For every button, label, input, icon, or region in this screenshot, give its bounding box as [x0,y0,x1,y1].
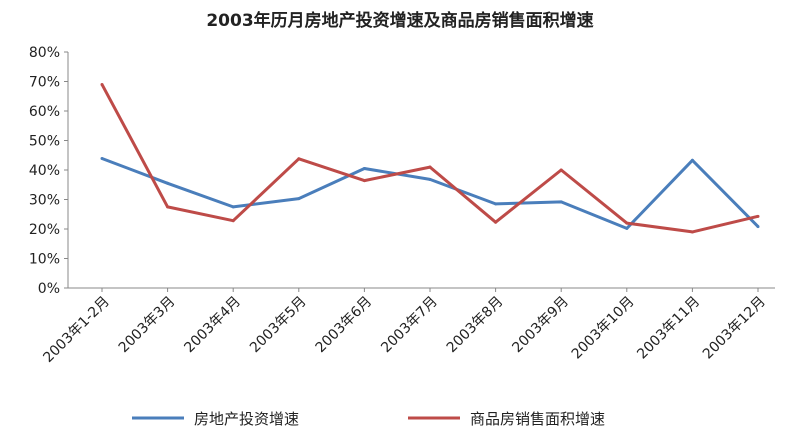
series-2-point [625,221,629,225]
x-tick-label: 2003年7月 [378,294,441,357]
series-1-point [231,205,235,209]
y-tick-label: 30% [29,193,60,209]
y-tick-label: 40% [29,163,60,179]
y-tick-label: 20% [29,222,60,238]
series-1-point [428,177,432,181]
series-line-2 [100,83,759,234]
x-tick-label: 2003年6月 [313,294,376,357]
x-tick-label: 2003年10月 [569,294,638,363]
series-2-point [494,220,498,224]
y-tick-label: 70% [29,75,60,91]
series-2-point [559,168,563,172]
x-tick-label: 2003年4月 [181,294,244,357]
series-1-point [362,167,366,171]
series-2-point [231,219,235,223]
x-tick-labels: 2003年1-2月 2003年3月 2003年4月 2003年5月 2003年6月 200… [40,288,769,366]
x-tick-label: 2003年11月 [634,294,703,363]
series-1-point [690,158,694,162]
x-tick-label: 2003年8月 [444,294,507,357]
series-2-point [166,205,170,209]
series-1-point [625,226,629,230]
series-2-point [428,165,432,169]
x-tick-label: 2003年12月 [700,294,769,363]
series-2-point [297,157,301,161]
series-1-point [166,181,170,185]
x-tick-label: 2003年9月 [509,294,572,357]
chart-title: 2003年历月房地产投资增速及商品房销售面积增速 [206,11,594,31]
series-2-point [690,230,694,234]
series-1-point [559,200,563,204]
series-1-point [494,202,498,206]
y-tick-labels: 0% 10% 20% 30% 40% 50% 60% 70% 80% [29,45,68,297]
y-tick-label: 60% [29,104,60,120]
series-1-point [100,156,104,160]
series-1-point [756,225,760,229]
y-tick-label: 80% [29,45,60,61]
series-2-point [100,82,104,86]
series-2-point [756,214,760,218]
series-2-point [362,179,366,183]
x-tick-label: 2003年1-2月 [40,294,112,366]
x-tick-label: 2003年5月 [247,294,310,357]
y-tick-label: 0% [38,281,60,297]
series-lines [100,82,760,234]
y-tick-label: 50% [29,134,60,150]
legend-label-2: 商品房销售面积增速 [470,410,605,428]
series-1-point [297,197,301,201]
x-tick-label: 2003年3月 [116,294,179,357]
legend-label-1: 房地产投资增速 [194,410,299,428]
y-tick-label: 10% [29,252,60,268]
legend: 房地产投资增速 商品房销售面积增速 [132,410,605,428]
